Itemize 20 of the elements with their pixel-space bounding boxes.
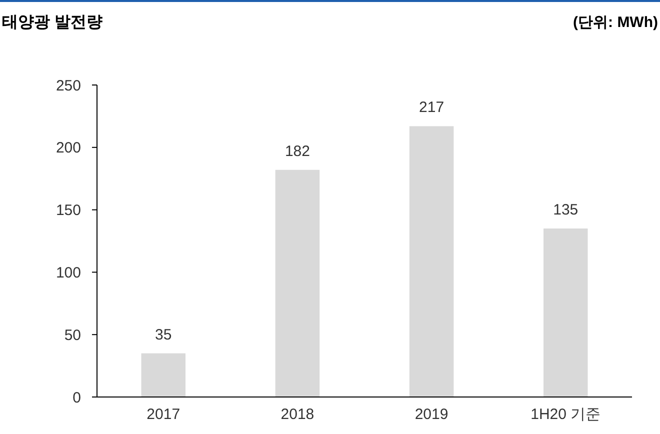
chart-subtitle: (단위: MWh)	[573, 14, 658, 31]
data-label: 35	[155, 326, 172, 344]
y-tick-label: 250	[56, 77, 81, 94]
data-label: 135	[553, 202, 578, 219]
x-tick-label: 1H20 기준	[530, 406, 601, 423]
x-tick-label: 2019	[414, 406, 448, 423]
bar	[141, 353, 186, 397]
y-tick-label: 100	[56, 264, 81, 282]
y-tick-label: 150	[56, 202, 81, 220]
y-tick-label: 0	[72, 389, 81, 406]
chart-title: 태양광 발전량	[2, 14, 102, 31]
x-tick-label: 2017	[146, 406, 180, 423]
y-tick-label: 200	[56, 140, 81, 157]
bar	[409, 126, 454, 397]
bar	[544, 228, 588, 397]
data-label: 182	[284, 142, 310, 160]
data-label: 217	[419, 99, 444, 116]
x-tick-label: 2018	[280, 406, 314, 423]
y-tick-label: 50	[64, 326, 81, 344]
bar	[275, 170, 320, 397]
